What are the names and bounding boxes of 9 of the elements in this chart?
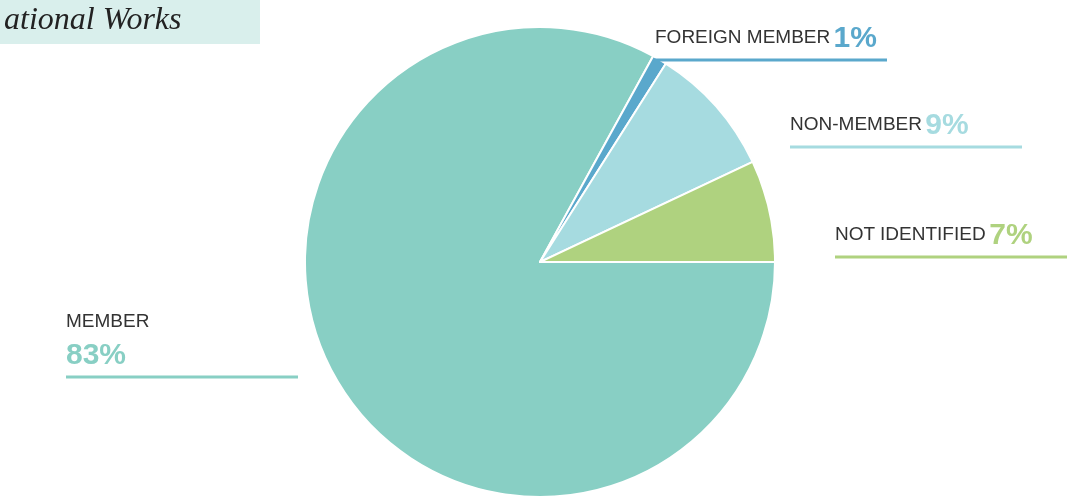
- data-label: 1%: [833, 19, 877, 53]
- slice-label: FOREIGN MEMBER: [655, 25, 831, 47]
- chart-title: ational Works: [4, 0, 182, 36]
- slice-label: NOT IDENTIFIED: [835, 222, 986, 244]
- data-label: 9%: [925, 106, 969, 140]
- slice-label: NON-MEMBER: [790, 112, 922, 134]
- data-label: 7%: [989, 216, 1033, 250]
- slice-label: MEMBER: [66, 309, 150, 331]
- data-label: 83%: [66, 336, 127, 370]
